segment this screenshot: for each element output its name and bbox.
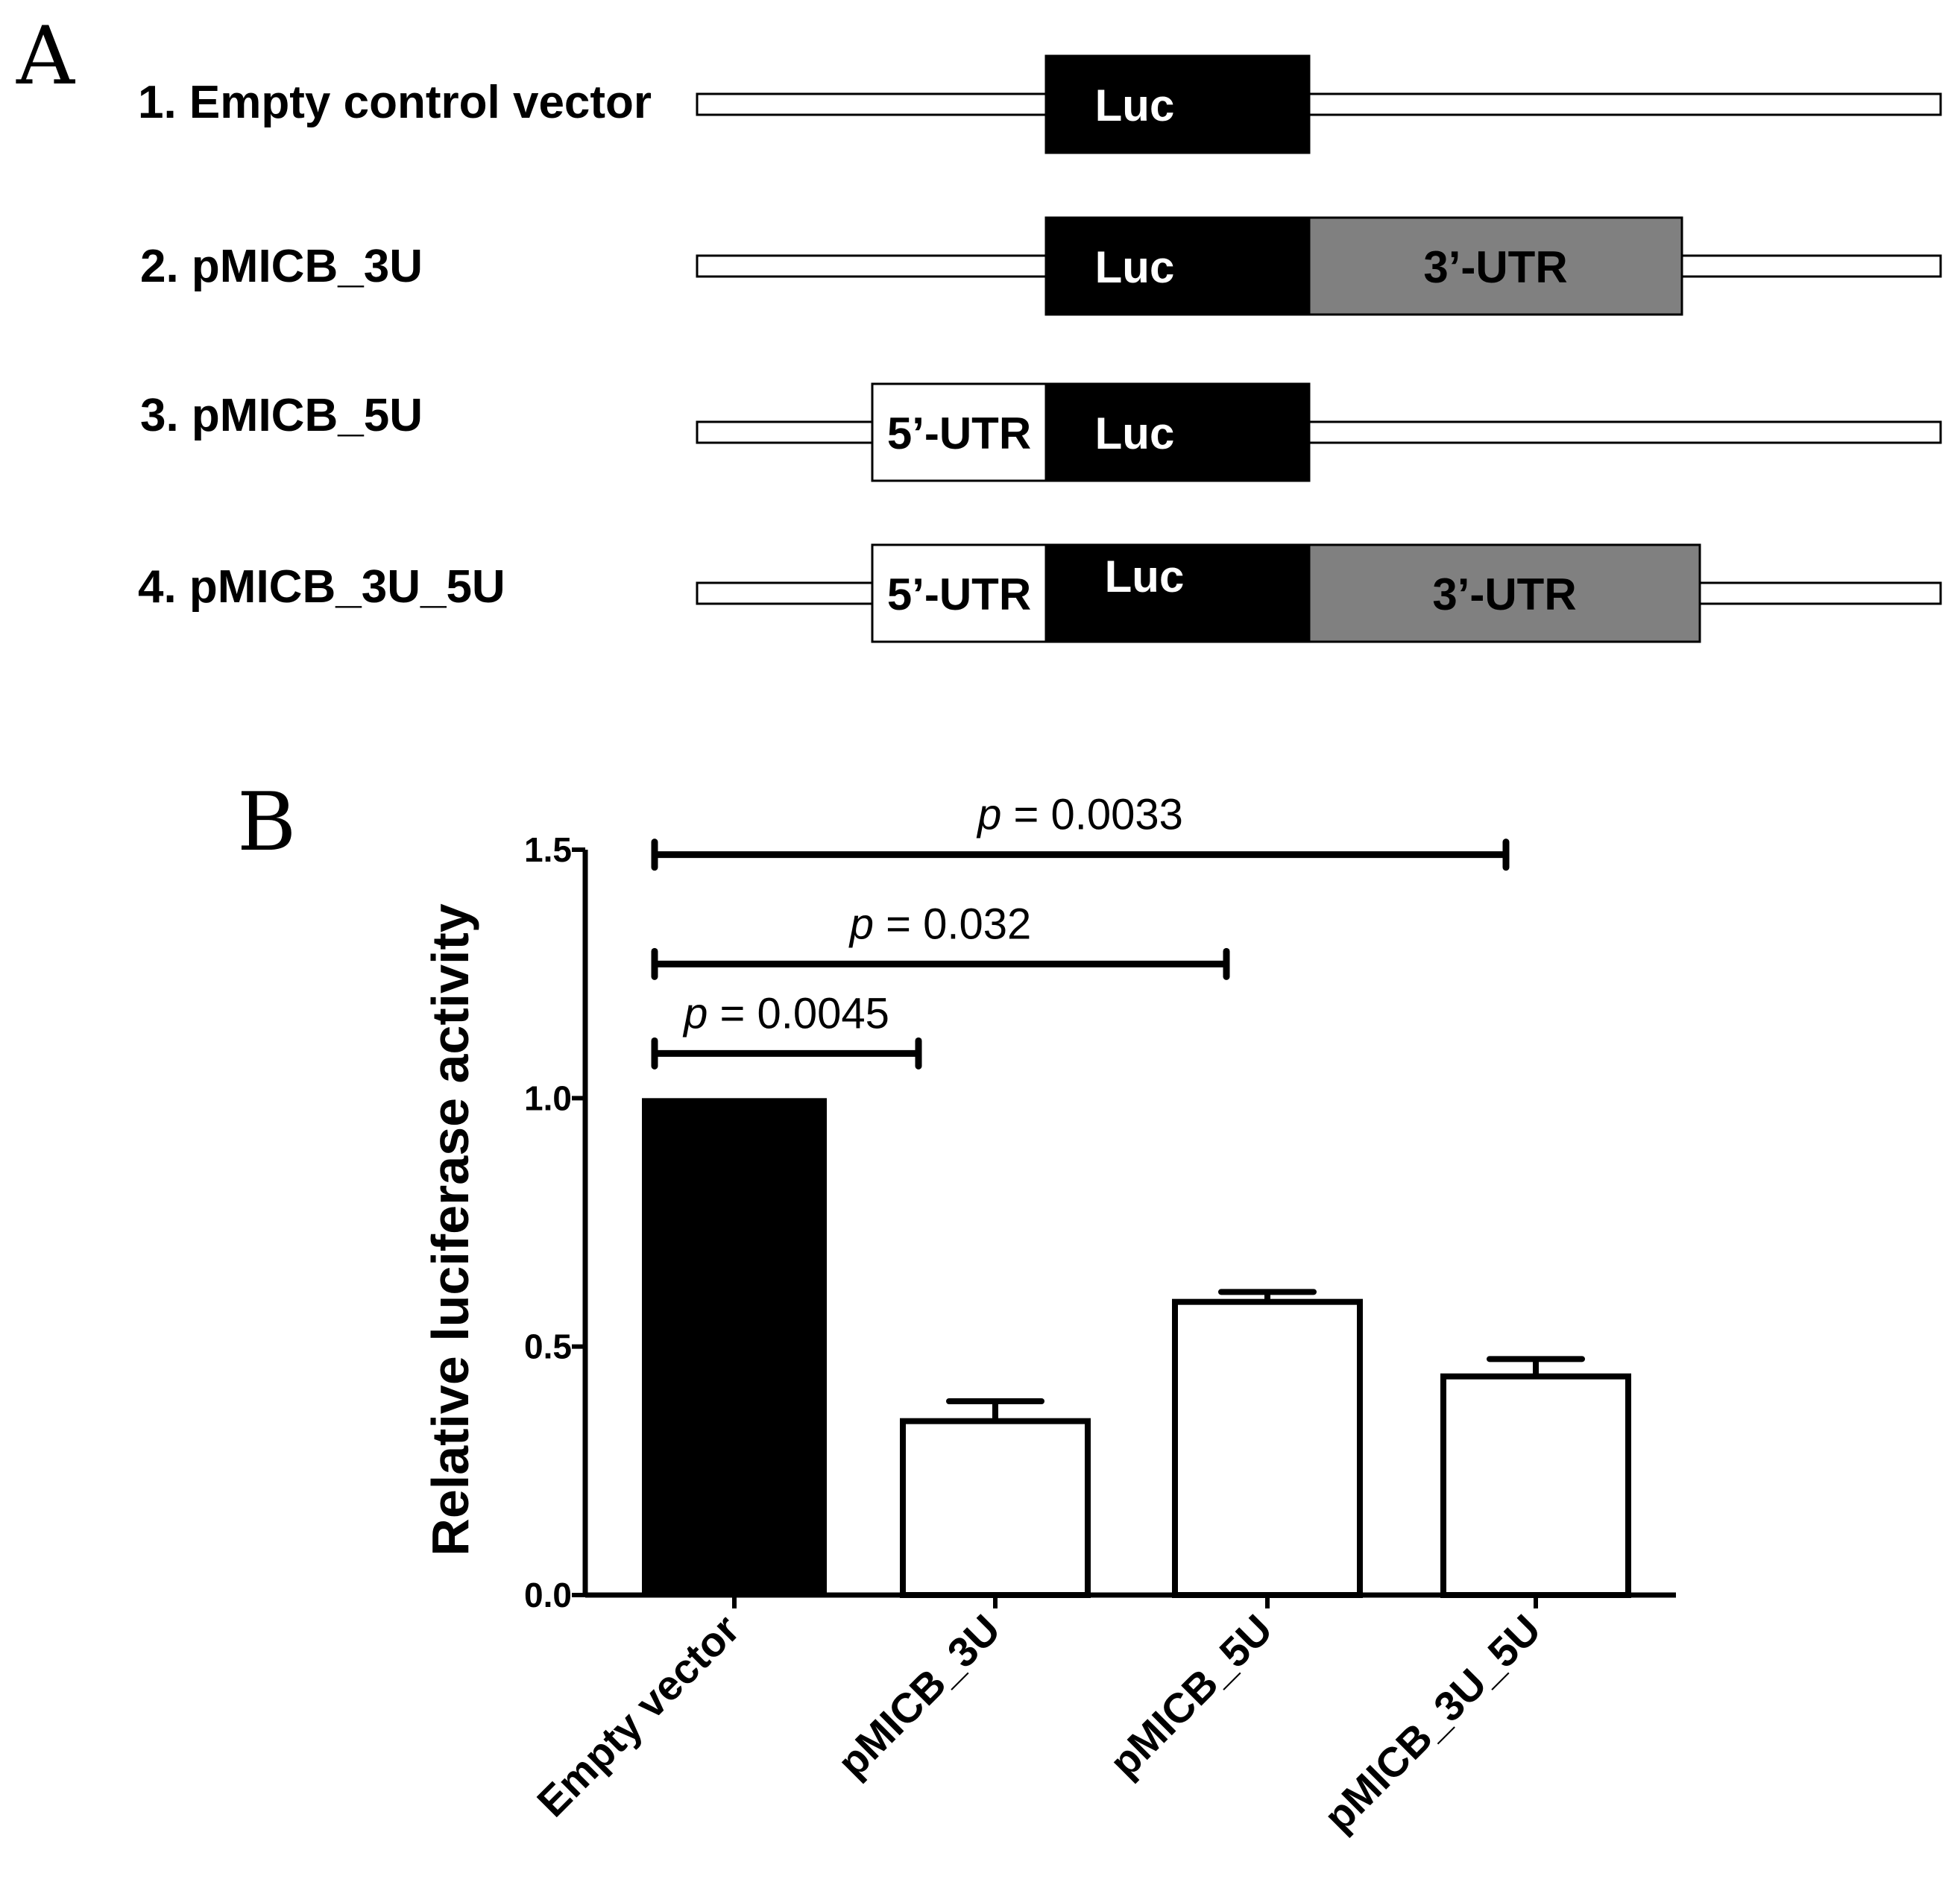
luc-segment <box>1044 54 1311 154</box>
p-value-text: = 0.032 <box>874 900 1031 948</box>
panel-a-construct-diagram: A 1. Empty control vector Luc 2. pMICB_3U L… <box>16 10 1942 643</box>
significance-bracket: p = 0.0033 <box>651 791 1510 871</box>
bar-pmicb-5u <box>1172 1298 1363 1598</box>
p-symbol: p <box>682 989 708 1038</box>
p-value-text: = 0.0045 <box>708 989 889 1038</box>
utr3-segment-label: 3’-UTR <box>1423 242 1567 292</box>
construct-label: 3. pMICB_5U <box>140 390 423 441</box>
y-axis-label: Relative luciferase activity <box>421 903 479 1556</box>
utr5-segment-label: 5’-UTR <box>887 408 1031 458</box>
luc-segment <box>1044 216 1311 316</box>
y-tick-label: 1.0 <box>524 1079 572 1117</box>
construct-label: 4. pMICB_3U_5U <box>138 561 505 613</box>
y-tick-label: 1.5 <box>524 830 572 869</box>
utr5-segment-label: 5’-UTR <box>887 569 1031 619</box>
p-value-annotation: p = 0.032 <box>848 900 1032 948</box>
panel-b-letter: B <box>237 776 296 869</box>
construct-label: 1. Empty control vector <box>138 77 652 128</box>
significance-bracket: p = 0.032 <box>651 900 1230 980</box>
panel-a-letter: A <box>16 10 76 103</box>
bar-pmicb-3u-5u <box>1440 1373 1631 1598</box>
y-tick-label: 0.5 <box>524 1327 572 1366</box>
x-tick-label: pMICB_5U <box>1100 1605 1282 1787</box>
utr5-segment <box>871 543 1047 643</box>
panel-b-bar-chart: B 0.0 0.5 1.0 1.5 Relative luciferase activi… <box>237 776 1676 1840</box>
construct-row-4: 4. pMICB_3U_5U 5’-UTR Luc 3’-UTR <box>138 543 1942 643</box>
utr3-segment <box>1308 543 1701 643</box>
utr3-segment <box>1308 216 1683 316</box>
vector-backbone <box>696 92 1942 116</box>
bar-pmicb-3u <box>900 1418 1091 1598</box>
x-tick-label: pMICB_3U_5U <box>1314 1605 1549 1840</box>
luc-segment-label: Luc <box>1105 552 1185 601</box>
construct-row-1: 1. Empty control vector Luc <box>138 54 1942 154</box>
construct-row-2: 2. pMICB_3U Luc 3’-UTR <box>140 216 1942 316</box>
y-tick-label: 0.0 <box>524 1576 572 1614</box>
x-tick-label: pMICB_3U <box>828 1605 1009 1787</box>
p-symbol: p <box>976 791 1001 839</box>
construct-label: 2. pMICB_3U <box>140 241 423 292</box>
x-tick-label: Empty vector <box>528 1605 748 1825</box>
luc-segment-label: Luc <box>1095 242 1175 292</box>
bar-empty-vector <box>642 1098 827 1595</box>
utr3-segment-label: 3’-UTR <box>1432 569 1576 619</box>
significance-bracket: p = 0.0045 <box>651 989 922 1070</box>
p-value-annotation: p = 0.0033 <box>976 791 1183 839</box>
luc-segment <box>1044 382 1311 482</box>
p-symbol: p <box>848 900 874 948</box>
p-value-text: = 0.0033 <box>1001 791 1183 839</box>
luc-segment-label: Luc <box>1095 80 1175 130</box>
luc-segment-label: Luc <box>1095 408 1175 458</box>
construct-row-3: 3. pMICB_5U 5’-UTR Luc <box>140 382 1942 482</box>
p-value-annotation: p = 0.0045 <box>682 989 889 1038</box>
luc-segment <box>1044 543 1311 643</box>
